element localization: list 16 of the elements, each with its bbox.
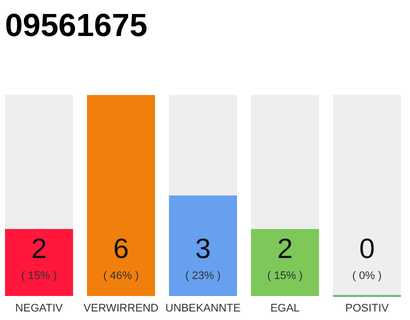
annotation: ( 15% ): [21, 270, 57, 282]
annotation: ( 15% ): [267, 270, 303, 282]
annotation: ( 23% ): [185, 270, 221, 282]
annotation: ( 0% ): [352, 270, 382, 282]
annotation: ( 46% ): [103, 270, 139, 282]
chart-title: 09561675: [5, 7, 148, 43]
data-label: 2: [277, 233, 293, 264]
data-label: 2: [31, 233, 47, 264]
data-label: 6: [113, 233, 129, 264]
x-tick-label: EGAL: [270, 302, 300, 314]
x-tick-label: POSITIV: [345, 302, 390, 314]
data-label: 3: [195, 233, 211, 264]
x-tick-label: NEGATIV: [15, 302, 64, 314]
x-tick-label: UNBEKANNTE: [165, 302, 241, 314]
data-label: 0: [359, 233, 375, 264]
x-tick-label: VERWIRREND: [84, 302, 159, 314]
